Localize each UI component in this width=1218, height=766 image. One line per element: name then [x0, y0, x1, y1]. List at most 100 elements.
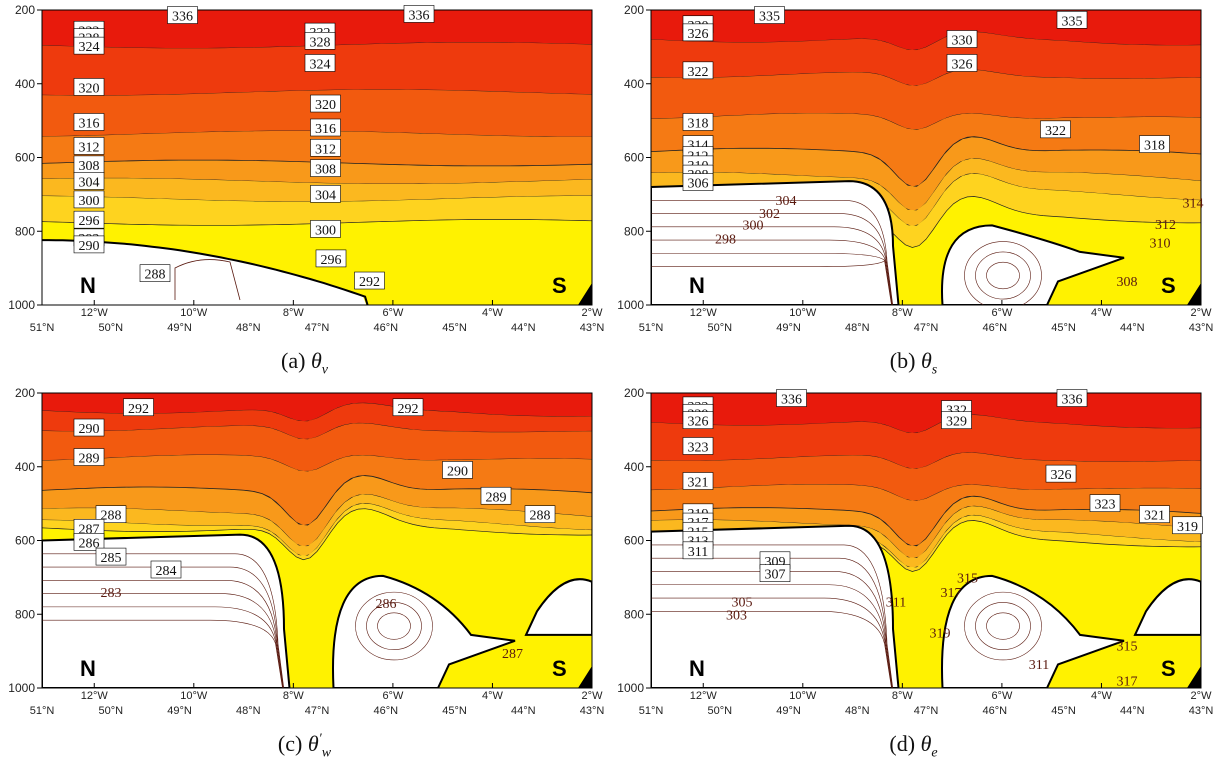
contour-label: 319 — [930, 627, 951, 642]
svg-text:319: 319 — [1177, 520, 1198, 535]
contour-label: 322 — [1040, 120, 1071, 139]
contour-label: 300 — [743, 219, 764, 234]
svg-text:298: 298 — [715, 233, 736, 248]
contour-label: 283 — [101, 586, 122, 601]
lon-tick-label: 6°W — [991, 307, 1013, 319]
contour-label: 311 — [1029, 658, 1049, 673]
svg-text:322: 322 — [688, 65, 709, 80]
caption-symbol: θ — [920, 731, 932, 756]
svg-text:307: 307 — [765, 568, 786, 583]
lat-tick-label: 46°N — [373, 322, 398, 334]
caption-sup: ′ — [318, 731, 322, 747]
caption-sub: s — [931, 362, 938, 378]
lat-tick-label: 50°N — [707, 705, 732, 717]
panel-c: 200 400 600 800 1000 12°W 10°W 8°W 6°W 4°W 2°W 51°N… — [0, 383, 609, 766]
y-tick-label: 1000 — [8, 298, 35, 312]
panel-caption: (b) θs — [609, 348, 1218, 378]
lon-tick-label: 4°W — [482, 307, 504, 319]
lon-tick-label: 12°W — [690, 690, 718, 702]
contour-label: 312 — [73, 137, 105, 155]
contour-chart-c: 200 400 600 800 1000 12°W 10°W 8°W 6°W 4°W 2°W 51°N… — [8, 386, 605, 717]
caption-sub: v — [321, 362, 328, 378]
south-label: S — [552, 273, 567, 298]
svg-text:320: 320 — [79, 81, 100, 96]
svg-text:336: 336 — [781, 393, 802, 408]
svg-text:300: 300 — [315, 223, 336, 238]
lon-tick-label: 2°W — [1191, 690, 1213, 702]
contour-label: 300 — [73, 190, 105, 209]
svg-text:328: 328 — [310, 35, 331, 50]
svg-text:290: 290 — [79, 239, 100, 254]
y-tick-label: 400 — [624, 460, 644, 474]
contour-label: 285 — [95, 547, 127, 566]
contour-label: 303 — [726, 608, 747, 623]
lon-tick-label: 2°W — [1191, 307, 1213, 319]
lat-tick-label: 48°N — [236, 322, 261, 334]
contour-label: 286 — [73, 533, 105, 551]
caption-symbol: θ — [310, 348, 322, 373]
lat-tick-label: 43°N — [580, 705, 605, 717]
svg-text:308: 308 — [79, 159, 100, 174]
lon-tick-label: 6°W — [991, 690, 1013, 702]
contour-label: 335 — [754, 6, 785, 25]
contour-label: 296 — [73, 210, 105, 229]
lat-tick-label: 45°N — [442, 705, 467, 717]
contour-label: 304 — [73, 172, 105, 190]
svg-text:288: 288 — [145, 268, 166, 283]
caption-prefix: (b) — [889, 348, 921, 373]
contour-chart-a: 200 400 600 800 1000 12°W 10°W 8°W 6°W 4°W 2°W 51°N… — [8, 3, 605, 334]
lon-tick-label: 8°W — [283, 690, 305, 702]
contour-label: 308 — [310, 159, 341, 178]
svg-text:326: 326 — [1051, 468, 1072, 483]
svg-text:286: 286 — [79, 536, 100, 551]
caption-prefix: (d) — [889, 731, 921, 756]
svg-text:321: 321 — [1144, 509, 1165, 524]
lat-tick-label: 47°N — [305, 705, 330, 717]
lat-tick-label: 49°N — [776, 705, 801, 717]
north-label: N — [80, 656, 96, 681]
lat-tick-label: 43°N — [580, 322, 605, 334]
y-tick-label: 400 — [15, 460, 35, 474]
contour-label: 317 — [1117, 675, 1138, 690]
lat-tick-label: 43°N — [1189, 322, 1214, 334]
svg-text:292: 292 — [359, 275, 380, 290]
lon-tick-label: 12°W — [690, 307, 718, 319]
contour-label: 326 — [682, 23, 714, 42]
contour-label: 320 — [73, 78, 105, 96]
svg-text:335: 335 — [1062, 14, 1083, 29]
lat-tick-label: 51°N — [30, 705, 55, 717]
svg-text:326: 326 — [688, 415, 709, 430]
svg-text:303: 303 — [726, 608, 747, 623]
y-tick-label: 1000 — [617, 298, 644, 312]
svg-text:322: 322 — [1045, 124, 1066, 139]
lat-tick-label: 45°N — [442, 322, 467, 334]
contour-label: 289 — [480, 486, 512, 505]
contour-label: 326 — [1045, 464, 1077, 483]
caption-prefix: (c) — [277, 731, 308, 756]
contour-label: 304 — [310, 185, 341, 203]
svg-text:306: 306 — [688, 177, 709, 192]
lat-tick-label: 48°N — [845, 705, 870, 717]
svg-text:289: 289 — [79, 452, 100, 467]
contour-label: 324 — [304, 54, 336, 72]
lat-tick-label: 51°N — [30, 322, 55, 334]
svg-text:321: 321 — [688, 476, 709, 491]
lon-tick-label: 6°W — [382, 690, 404, 702]
svg-text:290: 290 — [447, 464, 468, 479]
svg-text:324: 324 — [79, 40, 100, 55]
contour-label: 290 — [73, 235, 105, 254]
lat-tick-label: 44°N — [1120, 705, 1145, 717]
svg-text:287: 287 — [502, 647, 523, 662]
lat-tick-label: 48°N — [845, 322, 870, 334]
contour-label: 288 — [95, 505, 127, 524]
caption-symbol: θ — [307, 731, 319, 756]
contour-label: 286 — [376, 597, 397, 612]
contour-label: 308 — [1117, 275, 1138, 290]
contour-label: 287 — [502, 647, 523, 662]
lon-tick-label: 2°W — [582, 690, 604, 702]
contour-label: 321 — [682, 472, 714, 491]
svg-text:317: 317 — [1117, 675, 1138, 690]
svg-text:311: 311 — [886, 595, 906, 610]
contour-label: 326 — [946, 54, 978, 72]
north-label: N — [80, 273, 96, 298]
